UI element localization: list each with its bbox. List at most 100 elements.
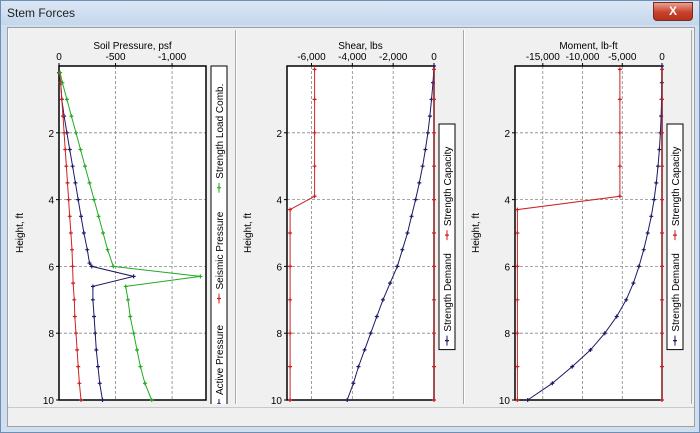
data-point [356, 364, 361, 369]
legend-item-label: Strength Capacity [671, 147, 682, 227]
data-point [70, 247, 75, 252]
data-point [425, 130, 430, 135]
data-point [374, 314, 379, 319]
data-point [432, 164, 436, 169]
data-point [660, 164, 664, 169]
data-point [432, 97, 436, 102]
data-point [111, 264, 116, 269]
data-point [645, 231, 650, 235]
data-point [79, 398, 84, 402]
data-point [570, 364, 575, 369]
data-point [63, 147, 68, 152]
data-point [288, 297, 293, 302]
x-tick-label: 0 [659, 52, 665, 63]
data-point [288, 364, 293, 369]
data-point [617, 67, 622, 72]
series-line [59, 72, 201, 401]
data-point [617, 97, 622, 102]
data-point [66, 197, 71, 202]
legend-marker [217, 296, 221, 301]
data-point [65, 180, 70, 185]
data-point [312, 130, 317, 135]
legend-item-label: Strength Capacity [443, 147, 454, 227]
data-point [432, 264, 436, 269]
series-line [516, 69, 621, 400]
y-tick-label: 6 [276, 262, 282, 273]
data-point [67, 214, 72, 219]
y-tick-label: 4 [276, 196, 282, 207]
x-tick-label: 0 [431, 52, 437, 63]
data-point [68, 231, 73, 235]
data-point [90, 297, 95, 302]
data-point [76, 364, 81, 369]
data-point [631, 281, 636, 286]
data-point [87, 180, 92, 185]
data-point [550, 381, 555, 386]
data-point [72, 314, 77, 319]
data-point [395, 264, 400, 269]
data-point [83, 164, 88, 169]
data-point [76, 197, 81, 202]
y-axis-label: Height, ft [471, 213, 482, 253]
data-point [405, 231, 410, 235]
x-tick-label: 0 [56, 52, 62, 63]
data-point [64, 97, 69, 102]
data-point [75, 347, 80, 352]
plot-area [515, 66, 662, 400]
data-point [64, 164, 69, 169]
data-point [515, 231, 520, 235]
data-point [198, 274, 203, 279]
y-tick-label: 6 [504, 262, 510, 273]
data-point [90, 284, 95, 289]
plot-border [58, 65, 207, 401]
data-point [79, 214, 84, 219]
data-point [432, 297, 436, 302]
data-point [660, 67, 664, 72]
data-point [362, 347, 367, 352]
data-point [417, 180, 422, 185]
y-tick-label: 10 [499, 396, 511, 404]
data-point [660, 297, 664, 302]
y-tick-label: 8 [48, 329, 54, 340]
data-point [312, 67, 317, 72]
x-tick-label: -1,000 [158, 52, 187, 63]
data-point [62, 130, 67, 135]
data-point [432, 67, 436, 72]
x-tick-label: -2,000 [379, 52, 408, 63]
y-tick-label: 8 [276, 329, 282, 340]
data-point [515, 331, 520, 336]
data-point [312, 194, 317, 199]
data-point [657, 147, 662, 152]
legend-marker [673, 338, 677, 343]
data-point [96, 214, 101, 219]
x-tick-label: -15,000 [526, 52, 560, 63]
data-point [58, 70, 63, 75]
data-point [77, 381, 82, 386]
shear-panel: Shear, lbs -6,000 -4,000 -2,000 0 2 4 6 8 10 Heigh… [236, 30, 464, 407]
data-point [67, 147, 72, 152]
plot-area [59, 66, 206, 400]
data-point [660, 197, 664, 202]
data-point [432, 398, 436, 402]
data-point [59, 97, 64, 102]
legend-marker [445, 233, 449, 238]
title-bar[interactable]: Stem Forces X [1, 1, 699, 25]
data-point [92, 314, 97, 319]
data-point [312, 164, 317, 169]
data-point [432, 364, 436, 369]
data-point [81, 231, 86, 235]
data-point [94, 347, 99, 352]
data-point [312, 97, 317, 102]
legend-marker [217, 185, 221, 190]
x-tick-label: -500 [106, 52, 126, 63]
data-point [432, 64, 436, 68]
legend-item-label: Seismic Pressure [215, 211, 226, 289]
status-bar [8, 407, 694, 426]
close-button[interactable]: X [653, 2, 693, 21]
data-point [641, 247, 646, 252]
y-tick-label: 10 [271, 396, 283, 404]
data-point [636, 264, 641, 269]
data-point [660, 331, 664, 336]
data-point [660, 231, 664, 235]
